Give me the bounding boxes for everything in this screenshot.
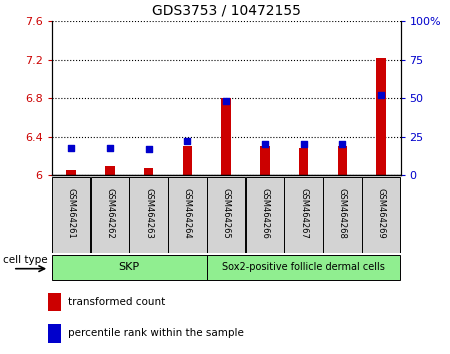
Text: GSM464263: GSM464263 xyxy=(144,188,153,239)
Text: GSM464265: GSM464265 xyxy=(221,188,230,239)
Bar xyxy=(52,177,90,253)
Text: GSM464268: GSM464268 xyxy=(338,188,347,239)
Bar xyxy=(130,177,168,253)
Bar xyxy=(183,146,192,175)
Point xyxy=(68,145,75,150)
Point xyxy=(300,142,307,147)
Text: transformed count: transformed count xyxy=(68,297,165,307)
Text: GSM464262: GSM464262 xyxy=(105,188,114,239)
Bar xyxy=(52,255,207,280)
Bar xyxy=(260,146,270,175)
Point xyxy=(145,146,152,152)
Title: GDS3753 / 10472155: GDS3753 / 10472155 xyxy=(152,3,301,17)
Bar xyxy=(362,177,400,253)
Bar xyxy=(48,324,61,343)
Point xyxy=(184,138,191,144)
Text: GSM464261: GSM464261 xyxy=(67,188,76,239)
Text: Sox2-positive follicle dermal cells: Sox2-positive follicle dermal cells xyxy=(222,262,385,272)
Bar xyxy=(376,58,386,175)
Bar xyxy=(246,177,284,253)
Point xyxy=(339,142,346,147)
Point xyxy=(222,98,230,104)
Point xyxy=(261,142,269,147)
Text: percentile rank within the sample: percentile rank within the sample xyxy=(68,329,243,338)
Bar xyxy=(323,177,361,253)
Bar xyxy=(168,177,207,253)
Bar xyxy=(207,177,245,253)
Bar xyxy=(48,293,61,311)
Bar xyxy=(221,98,231,175)
Bar xyxy=(207,255,400,280)
Bar xyxy=(299,148,308,175)
Text: SKP: SKP xyxy=(119,262,140,272)
Bar xyxy=(284,177,323,253)
Bar xyxy=(66,170,76,175)
Text: GSM464269: GSM464269 xyxy=(377,188,386,239)
Bar xyxy=(338,146,347,175)
Text: GSM464266: GSM464266 xyxy=(261,188,270,239)
Bar xyxy=(105,166,115,175)
Text: cell type: cell type xyxy=(3,255,47,265)
Point xyxy=(106,145,113,150)
Point xyxy=(378,92,385,98)
Bar xyxy=(91,177,129,253)
Bar xyxy=(144,167,153,175)
Text: GSM464264: GSM464264 xyxy=(183,188,192,239)
Text: GSM464267: GSM464267 xyxy=(299,188,308,239)
